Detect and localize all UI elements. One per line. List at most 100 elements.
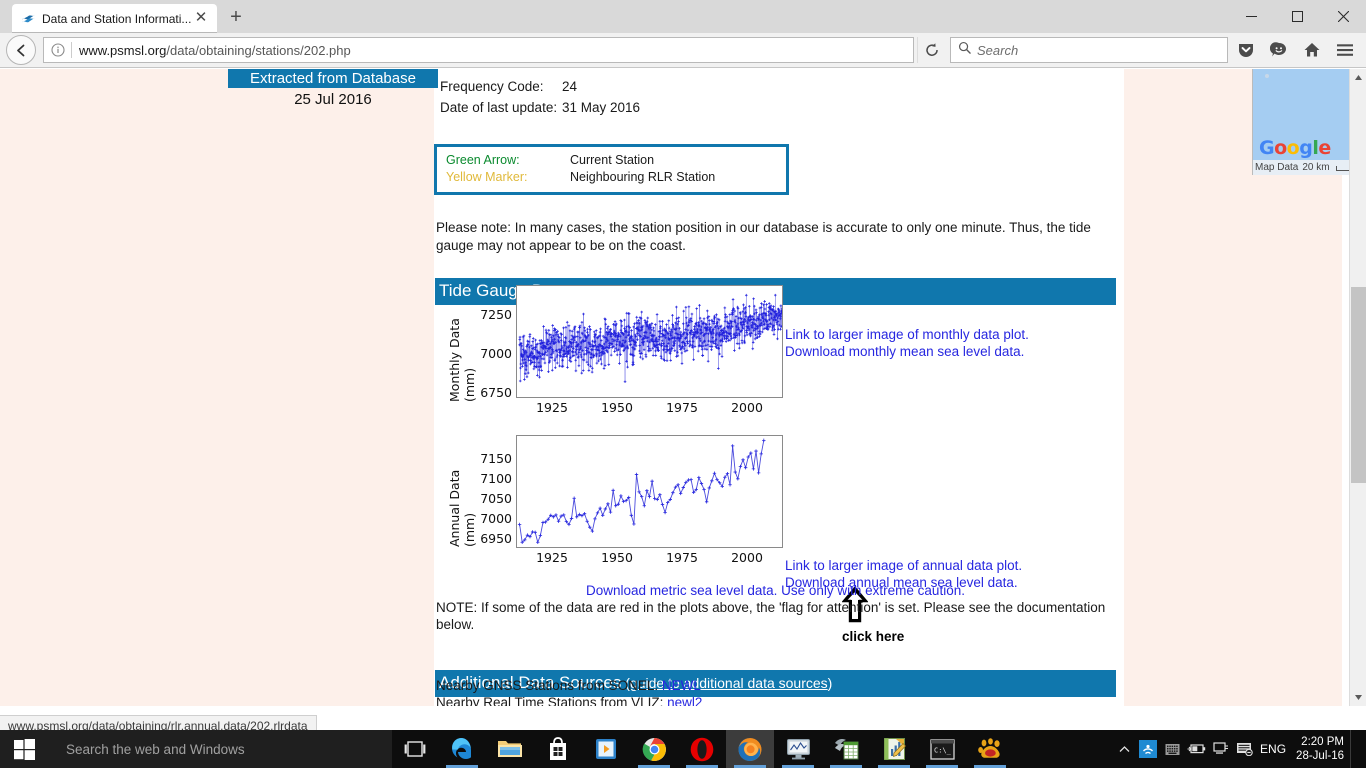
taskbar-app-store[interactable] xyxy=(534,730,582,768)
url-divider xyxy=(71,42,72,58)
vertical-scrollbar[interactable] xyxy=(1349,69,1366,706)
annual-y-tick: 6950 xyxy=(480,531,512,546)
window-close-icon[interactable] xyxy=(1320,0,1366,33)
url-bar[interactable]: www.psmsl.org/data/obtaining/stations/20… xyxy=(43,37,914,63)
keyboard-icon[interactable] xyxy=(1160,730,1184,768)
annual-y-tick: 7100 xyxy=(480,471,512,486)
url-host: www.psmsl.org xyxy=(79,42,167,58)
field-last-update: Date of last update: 31 May 2016 xyxy=(440,100,820,115)
taskbar-app-monitor[interactable] xyxy=(774,730,822,768)
monthly-y-tick: 7000 xyxy=(480,346,512,361)
source-link[interactable]: NEWL xyxy=(661,678,701,693)
language-indicator[interactable]: ENG xyxy=(1260,742,1287,756)
taskbar-app-firefox[interactable] xyxy=(726,730,774,768)
scroll-up-arrow-icon[interactable] xyxy=(1350,69,1366,86)
search-input[interactable]: Search xyxy=(950,37,1228,63)
taskbar-app-list: C:\_ xyxy=(438,730,1014,768)
annual-x-tick: 1950 xyxy=(601,550,633,565)
back-button-icon[interactable] xyxy=(6,35,36,65)
logo-letter: o xyxy=(1274,137,1287,159)
new-tab-button[interactable]: + xyxy=(230,6,242,28)
legend-marker-label: Green Arrow: xyxy=(446,153,520,167)
maximize-icon[interactable] xyxy=(1274,0,1320,33)
taskbar-app-chrome[interactable] xyxy=(630,730,678,768)
windows-taskbar: Search the web and Windows xyxy=(0,730,1366,768)
monthly-y-tick: 6750 xyxy=(480,385,512,400)
monthly-download-link[interactable]: Download monthly mean sea level data. xyxy=(785,344,1025,359)
source-text: Nearby GNSS Stations from SONEL: xyxy=(436,678,662,693)
edge-icon xyxy=(452,738,471,759)
taskbar-app-baidu[interactable] xyxy=(966,730,1014,768)
scrollbar-thumb[interactable] xyxy=(1351,287,1366,483)
click-here-annotation: click here xyxy=(841,586,904,644)
show-desktop-button[interactable] xyxy=(1350,730,1358,768)
scroll-down-arrow-icon[interactable] xyxy=(1350,689,1366,706)
taskbar-app-opera[interactable] xyxy=(678,730,726,768)
taskbar-app-spreadsheet[interactable] xyxy=(822,730,870,768)
extracted-date: 25 Jul 2016 xyxy=(294,91,372,108)
taskbar-app-console[interactable]: C:\_ xyxy=(918,730,966,768)
app-open-indicator xyxy=(686,765,718,768)
metric-data-download-link[interactable]: Download metric sea level data. Use only… xyxy=(586,583,965,598)
battery-icon[interactable] xyxy=(1184,730,1208,768)
source-text: Nearby Real Time Stations from VLIZ: xyxy=(436,694,668,707)
station-fields: Frequency Code: 24 Date of last update: 31… xyxy=(440,79,820,121)
taskbar-app-media-player[interactable] xyxy=(582,730,630,768)
monitor-app-icon xyxy=(786,739,810,760)
legend-row-yellow-marker: Yellow Marker: Neighbouring RLR Station xyxy=(446,169,777,186)
network-icon[interactable] xyxy=(1208,730,1232,768)
taskbar-search-placeholder: Search the web and Windows xyxy=(66,741,245,757)
reload-icon[interactable] xyxy=(917,37,945,63)
status-bar-url: www.psmsl.org/data/obtaining/rlr.annual.… xyxy=(8,719,308,733)
psmsl-wave-icon xyxy=(20,11,36,27)
minimize-icon[interactable] xyxy=(1228,0,1274,33)
pocket-icon[interactable] xyxy=(1231,35,1261,65)
logo-letter: o xyxy=(1286,137,1300,159)
monthly-data-chart[interactable]: Monthly Data (mm) 7250 7000 6750 1925 19… xyxy=(446,285,783,415)
clock[interactable]: 2:20 PM 28-Jul-16 xyxy=(1296,735,1350,763)
page-viewport: Extracted from Database 25 Jul 2016 Freq… xyxy=(0,69,1366,706)
taskbar-app-notes[interactable] xyxy=(870,730,918,768)
additional-sources-title: Additional Data Sources xyxy=(439,673,622,692)
app-open-indicator xyxy=(638,765,670,768)
menu-hamburger-icon[interactable] xyxy=(1330,35,1360,65)
close-icon[interactable]: ✕ xyxy=(194,8,208,26)
google-map-widget[interactable]: + − Google Map Data 20 km | Terms of Use… xyxy=(1252,69,1366,175)
monthly-y-tick: 7250 xyxy=(480,307,512,322)
tab-strip: Data and Station Informati... ✕ + xyxy=(0,0,1366,33)
app-open-indicator xyxy=(734,765,766,768)
annual-links: Link to larger image of annual data plot… xyxy=(785,557,1022,591)
guide-to-additional-data-sources-link[interactable]: guide to additional data sources xyxy=(629,675,828,691)
source-link[interactable]: newl2 xyxy=(667,694,703,707)
site-info-icon[interactable] xyxy=(50,42,66,58)
field-value: 31 May 2016 xyxy=(562,100,641,115)
taskbar-search-box[interactable]: Search the web and Windows xyxy=(48,730,392,768)
annual-data-chart[interactable]: Annual Data (mm) 7150 7100 7050 7000 695… xyxy=(446,435,783,571)
firefox-icon xyxy=(738,738,762,761)
chrome-icon xyxy=(642,737,666,761)
annual-plot-area xyxy=(516,435,783,548)
wifi-icon[interactable] xyxy=(1136,730,1160,768)
search-placeholder: Search xyxy=(977,42,1019,58)
extracted-from-database-label: Extracted from Database xyxy=(228,69,438,88)
start-button[interactable] xyxy=(0,730,48,768)
taskbar-app-edge[interactable] xyxy=(438,730,486,768)
notes-app-icon xyxy=(883,738,906,760)
monthly-x-tick: 1950 xyxy=(601,400,633,415)
taskbar-app-file-explorer[interactable] xyxy=(486,730,534,768)
annual-larger-image-link[interactable]: Link to larger image of annual data plot… xyxy=(785,558,1023,573)
show-hidden-icons-button[interactable] xyxy=(1112,730,1136,768)
paren-open: ( xyxy=(625,675,630,691)
feedback-smiley-icon[interactable] xyxy=(1264,35,1294,65)
section-header-additional-data-sources: Additional Data Sources (guide to additi… xyxy=(435,670,1116,697)
up-arrow-icon xyxy=(841,586,869,623)
task-view-button[interactable] xyxy=(392,730,438,768)
monthly-larger-image-link[interactable]: Link to larger image of monthly data plo… xyxy=(785,327,1029,342)
field-value: 24 xyxy=(562,79,578,94)
annual-download-link[interactable]: Download annual mean sea level data. xyxy=(785,575,1018,590)
system-tray: ENG 2:20 PM 28-Jul-16 xyxy=(1112,730,1366,768)
action-center-icon[interactable] xyxy=(1232,730,1256,768)
browser-tab[interactable]: Data and Station Informati... ✕ xyxy=(12,4,217,33)
home-icon[interactable] xyxy=(1297,35,1327,65)
